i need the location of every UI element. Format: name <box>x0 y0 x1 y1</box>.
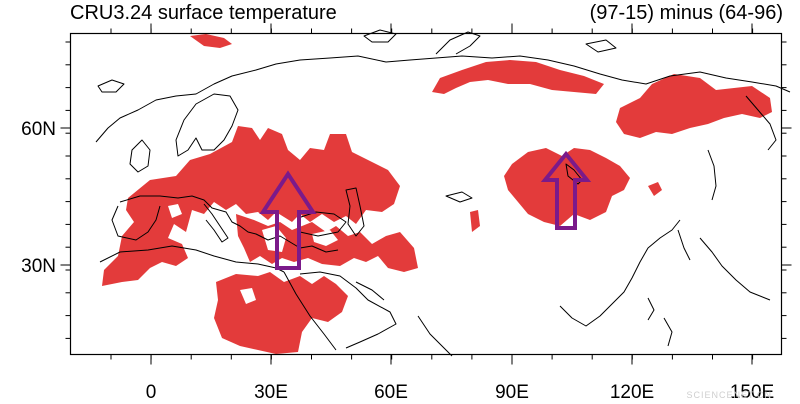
region-central-asia <box>504 148 630 226</box>
region-greenland-tip <box>190 34 232 48</box>
coast-red-sea <box>283 271 337 351</box>
axis-ticks <box>60 23 792 365</box>
coast-sakhalin <box>707 149 717 201</box>
arrow-east <box>540 150 592 230</box>
lon-label-30E: 30E <box>254 382 288 403</box>
coast-italy <box>203 203 229 243</box>
coast-arabia <box>299 271 397 349</box>
region-europe-west <box>102 126 400 286</box>
coast-caspian <box>345 187 365 237</box>
coast-north-africa <box>99 245 285 273</box>
coast-india <box>417 315 453 357</box>
map-frame <box>69 32 783 356</box>
coast-eurasia-north <box>95 55 791 143</box>
region-north-africa <box>214 272 348 354</box>
lon-label-120E: 120E <box>610 382 654 403</box>
coast-scandinavia <box>175 93 239 157</box>
map-title: CRU3.24 surface temperature <box>70 2 337 24</box>
coast-iceland <box>97 79 125 93</box>
coast-black-sea <box>297 211 347 237</box>
region-small-east-2 <box>470 210 480 232</box>
lon-label-90E: 90E <box>495 382 529 403</box>
map-period-label: (97-15) minus (64-96) <box>589 2 783 24</box>
coast-korea-japan <box>677 229 771 301</box>
region-far-east-north <box>616 74 772 138</box>
region-siberia-north <box>432 60 604 94</box>
region-small-east-1 <box>648 182 662 196</box>
trend-arrows <box>259 150 592 270</box>
arrow-west <box>259 170 317 270</box>
coast-lake-balkhash <box>445 191 473 203</box>
coast-britain <box>129 139 151 173</box>
coast-kamchatka <box>745 95 777 151</box>
coast-arctic-islands <box>363 29 617 53</box>
lon-label-60E: 60E <box>374 382 408 403</box>
lon-label-150E: 150E <box>730 382 774 403</box>
lat-label-60N: 60N <box>21 119 56 140</box>
lon-label-0: 0 <box>146 382 157 403</box>
lat-label-30N: 30N <box>21 256 56 277</box>
non-significant-patches <box>168 204 378 304</box>
coast-se-asia <box>559 219 681 327</box>
warming-regions <box>102 34 772 354</box>
coast-iberia <box>111 205 161 241</box>
coast-persian-gulf <box>355 281 385 301</box>
coast-taiwan-philippines <box>647 297 673 347</box>
watermark: SCIENCENET.CN <box>686 390 772 400</box>
coast-novaya-zemlya <box>435 31 481 55</box>
